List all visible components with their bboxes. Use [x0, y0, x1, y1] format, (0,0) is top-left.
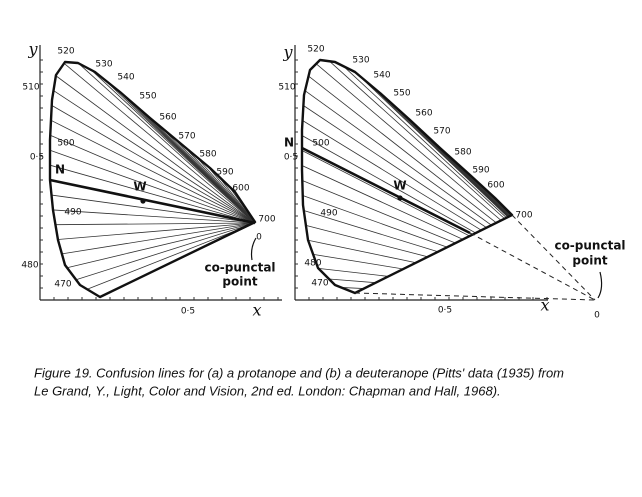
- confusion-line: [78, 62, 256, 224]
- wavelength-label: 560: [159, 113, 176, 123]
- confusion-line: [50, 134, 256, 224]
- copunctal-label: co-punctal: [554, 239, 625, 253]
- confusion-line: [50, 119, 256, 224]
- confusion-line: [457, 163, 512, 293]
- spectral-locus: [300, 58, 514, 295]
- white-label: W: [133, 180, 146, 194]
- wavelength-label: 560: [415, 109, 432, 119]
- wavelength-label: 570: [178, 132, 195, 142]
- arrow: [597, 271, 603, 299]
- confusion-line: [302, 135, 512, 293]
- arrow: [250, 237, 257, 261]
- copunctal-label: co-punctal: [204, 261, 275, 275]
- y-tick-label: 0·5: [30, 153, 44, 163]
- confusion-line: [61, 222, 256, 255]
- wavelength-label: 590: [472, 166, 489, 176]
- wavelength-label: 700: [258, 215, 275, 225]
- confusion-line: [302, 165, 512, 293]
- neutral-label: N: [284, 136, 294, 150]
- y-tick-label: 510: [278, 83, 295, 93]
- confusion-line: [468, 173, 512, 293]
- wavelength-label: 530: [95, 60, 112, 70]
- wavelength-label: 490: [320, 209, 337, 219]
- confusion-line: [49, 164, 256, 224]
- confusion-line: [195, 155, 256, 224]
- origin-label: 0: [594, 311, 600, 321]
- confusion-line: [302, 180, 512, 293]
- confusion-line: [303, 105, 512, 293]
- copunctal-label: point: [572, 254, 607, 268]
- axis-label: x: [252, 301, 261, 320]
- wavelength-label: 490: [64, 208, 81, 218]
- confusion-line: [51, 105, 256, 224]
- white-label: W: [393, 179, 406, 193]
- wavelength-label: 600: [487, 181, 504, 191]
- axis-label: y: [282, 43, 293, 62]
- wavelength-label: 470: [54, 280, 71, 290]
- neutral-line: [49, 178, 256, 225]
- confusion-line: [66, 222, 256, 269]
- confusion-line: [63, 63, 256, 224]
- copunctal-label: point: [222, 275, 257, 289]
- confusion-line: [49, 149, 256, 224]
- white-point: [397, 195, 403, 201]
- confusion-line: [356, 73, 512, 293]
- wavelength-label: 500: [57, 139, 74, 149]
- confusion-line: [302, 150, 512, 293]
- confusion-line: [57, 222, 256, 240]
- wavelength-label: 600: [232, 184, 249, 194]
- wavelength-label: 580: [454, 148, 471, 158]
- confusion-line: [55, 75, 256, 224]
- wavelength-label: 590: [216, 168, 233, 178]
- confusion-line: [445, 153, 512, 293]
- neutral-line: [301, 146, 471, 235]
- dashed-line: [511, 214, 596, 301]
- confusion-line: [302, 120, 512, 293]
- confusion-line: [51, 194, 256, 224]
- confusion-line: [367, 82, 512, 293]
- wavelength-label: 500: [312, 139, 329, 149]
- x-tick-label: 0·5: [181, 307, 195, 317]
- wavelength-label: 570: [433, 127, 450, 137]
- spectral-locus: [48, 60, 257, 299]
- wavelength-label: 700: [515, 211, 532, 221]
- confusion-line: [329, 60, 512, 293]
- wavelength-label: 550: [139, 92, 156, 102]
- y-tick-label: 0·5: [284, 153, 298, 163]
- y-tick-label: 510: [22, 83, 39, 93]
- wavelength-label: 520: [307, 45, 324, 55]
- panel-a: yx5100·50·552053054055056057058059060070…: [21, 40, 282, 320]
- x-tick-label: 0·5: [438, 306, 452, 316]
- white-point: [140, 198, 146, 204]
- confusion-line: [304, 90, 512, 293]
- confusion-line: [308, 75, 512, 293]
- dashed-line: [354, 292, 596, 301]
- confusion-line: [53, 90, 256, 224]
- wavelength-label: 470: [311, 279, 328, 289]
- confusion-line: [315, 63, 512, 293]
- wavelength-label: 520: [57, 47, 74, 57]
- neutral-label: N: [55, 163, 65, 177]
- axis-label: y: [27, 40, 38, 59]
- confusion-line: [217, 175, 256, 224]
- wavelength-label: 550: [393, 89, 410, 99]
- confusion-line: [55, 222, 256, 226]
- caption-line: Figure 19. Confusion lines for (a) a pro…: [34, 365, 564, 380]
- caption-line: Le Grand, Y., Light, Color and Vision, 2…: [34, 383, 501, 398]
- confusion-line: [52, 209, 256, 224]
- wavelength-label: 480: [21, 261, 38, 271]
- wavelength-label: 540: [117, 73, 134, 83]
- confusion-line: [434, 143, 512, 293]
- wavelength-label: 580: [199, 150, 216, 160]
- confusion-line: [75, 222, 256, 281]
- origin-label: 0: [256, 233, 262, 243]
- confusion-line: [87, 222, 256, 290]
- wavelength-label: 540: [373, 71, 390, 81]
- dashed-line: [469, 232, 596, 301]
- wavelength-label: 530: [352, 56, 369, 66]
- axis-label: x: [540, 296, 549, 315]
- confusion-line: [343, 65, 512, 293]
- wavelength-label: 480: [304, 259, 321, 269]
